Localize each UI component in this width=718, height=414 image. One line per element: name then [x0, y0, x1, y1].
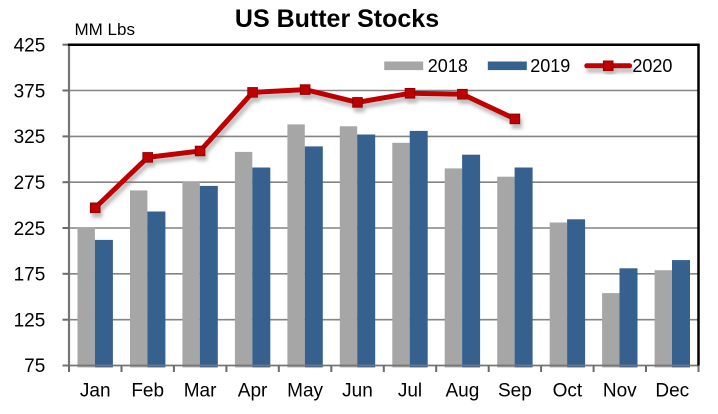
svg-text:Dec: Dec: [655, 380, 689, 401]
svg-text:2020: 2020: [632, 56, 672, 76]
svg-text:225: 225: [14, 219, 46, 240]
svg-text:MM Lbs: MM Lbs: [75, 20, 135, 39]
svg-text:Oct: Oct: [553, 380, 583, 401]
svg-text:Mar: Mar: [184, 380, 217, 401]
svg-text:May: May: [287, 380, 323, 401]
svg-text:Feb: Feb: [131, 380, 164, 401]
svg-text:425: 425: [14, 35, 46, 56]
svg-text:Aug: Aug: [445, 380, 479, 401]
svg-text:175: 175: [14, 265, 46, 286]
svg-text:Jul: Jul: [398, 380, 422, 401]
svg-text:275: 275: [14, 173, 46, 194]
svg-text:Apr: Apr: [238, 380, 268, 401]
svg-text:Jan: Jan: [80, 380, 111, 401]
svg-text:375: 375: [14, 81, 46, 102]
svg-text:Nov: Nov: [603, 380, 637, 401]
svg-text:125: 125: [14, 310, 46, 331]
svg-text:75: 75: [24, 356, 45, 377]
svg-text:325: 325: [14, 127, 46, 148]
svg-text:2018: 2018: [428, 56, 468, 76]
svg-text:US Butter Stocks: US Butter Stocks: [235, 5, 439, 33]
svg-text:2019: 2019: [530, 56, 570, 76]
svg-text:Sep: Sep: [498, 380, 532, 401]
svg-text:Jun: Jun: [342, 380, 373, 401]
